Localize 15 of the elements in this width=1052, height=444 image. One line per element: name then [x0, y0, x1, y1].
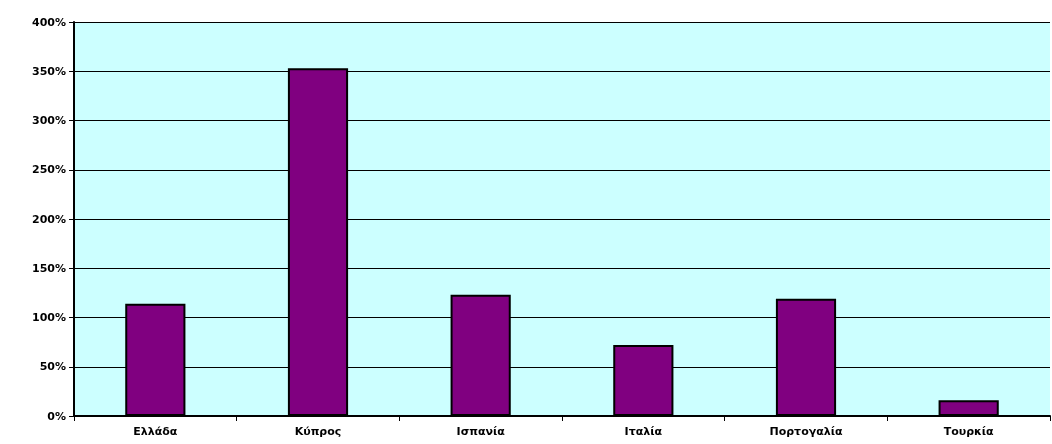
y-tick-label: 100%: [32, 311, 66, 324]
y-tick-label: 350%: [32, 64, 66, 78]
x-tick-label: Κύπρος: [294, 425, 342, 438]
y-tick-label: 0%: [47, 409, 66, 423]
x-tick-label: Ελλάδα: [133, 425, 178, 438]
y-tick-label: 400%: [32, 15, 66, 29]
x-tick-label: Τουρκία: [943, 425, 995, 438]
y-tick-label: 300%: [32, 114, 66, 127]
y-tick-label: 250%: [32, 163, 66, 177]
x-tick-label: Ιταλία: [624, 425, 663, 438]
x-tick-label: Ισπανία: [456, 425, 506, 438]
y-tick-label: 200%: [32, 212, 66, 226]
x-tick-label: Πορτογαλία: [769, 425, 843, 438]
y-tick-label: 150%: [32, 261, 66, 275]
y-tick-label: 50%: [39, 360, 66, 374]
